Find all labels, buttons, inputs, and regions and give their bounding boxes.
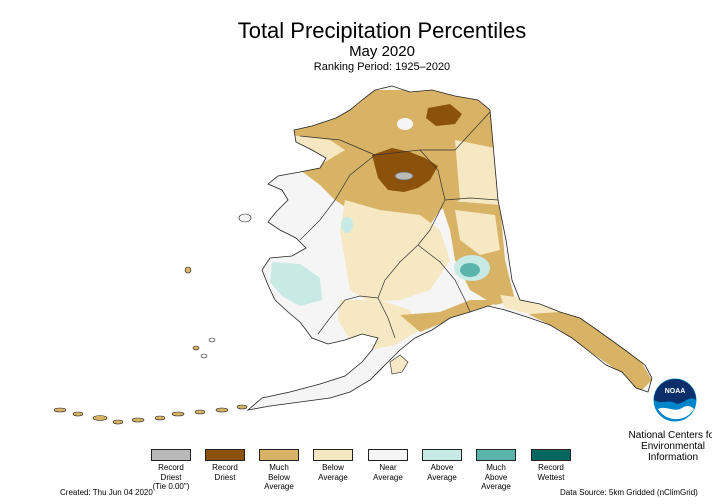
data-source: Data Source: 5km Gridded (nClimGrid) xyxy=(560,488,698,497)
legend-swatch-record-driest-tie xyxy=(151,449,191,461)
noaa-logo-text: NOAA xyxy=(665,388,686,395)
legend-swatch-below xyxy=(313,449,353,461)
legend-swatch-near xyxy=(368,449,408,461)
ncei-label: National Centers for Environmental Infor… xyxy=(628,430,712,463)
legend-swatch-record-driest xyxy=(205,449,245,461)
legend-label-much-below: Much Below Average xyxy=(264,463,294,491)
legend-swatch-above xyxy=(422,449,462,461)
legend-label-above: Above Average xyxy=(427,463,457,482)
ranking-period: Ranking Period: 1925–2020 xyxy=(313,61,451,73)
map-title: Total Precipitation Percentiles xyxy=(237,18,527,43)
legend-swatch-much-above xyxy=(476,449,516,461)
created-date: Created: Thu Jun 04 2020 xyxy=(60,488,153,497)
map-subtitle: May 2020 xyxy=(349,43,415,60)
legend-label-record-wettest: Record Wettest xyxy=(537,463,565,482)
legend-label-record-driest: Record Driest xyxy=(212,463,238,482)
legend-swatch-record-wettest xyxy=(531,449,571,461)
alaska-precipitation-map xyxy=(53,85,653,425)
legend-label-below: Below Average xyxy=(318,463,348,482)
legend-swatch-much-below xyxy=(259,449,299,461)
bering-islands xyxy=(200,213,252,359)
legend-label-much-above: Much Above Average xyxy=(481,463,511,491)
kodiak-island xyxy=(389,354,409,375)
noaa-logo: NOAA xyxy=(652,377,698,423)
legend-label-near: Near Average xyxy=(373,463,403,482)
aleutian-islands xyxy=(53,266,248,425)
legend-label-record-driest-tie: Record Driest (Tie 0.00") xyxy=(152,463,190,491)
division-boundaries xyxy=(299,111,499,339)
